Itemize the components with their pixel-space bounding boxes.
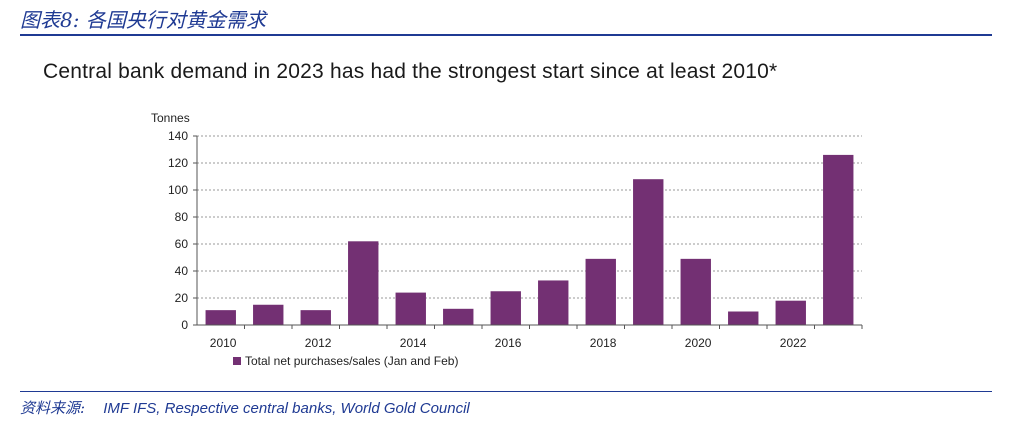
y-tick-label: 60 (175, 237, 189, 251)
bar-2020 (680, 258, 711, 325)
bottom-divider (20, 391, 992, 392)
y-tick-label: 120 (168, 156, 188, 170)
bars (205, 154, 854, 325)
y-tick-label: 80 (175, 210, 189, 224)
bar-2023 (823, 154, 854, 325)
y-tick-label: 140 (168, 129, 188, 143)
x-tick-label: 2020 (685, 336, 712, 350)
bar-2019 (633, 179, 664, 325)
legend: Total net purchases/sales (Jan and Feb) (233, 354, 458, 368)
axes: 0 20 40 60 80 100 120 140 2010 2012 2014 2016 2018 20… (168, 129, 863, 350)
bar-2014 (395, 292, 426, 325)
bar-2010 (205, 310, 236, 325)
source-text: IMF IFS, Respective central banks, World… (103, 400, 470, 417)
top-divider (20, 34, 992, 36)
bar-2015 (443, 308, 474, 325)
source-note: 资料来源: IMF IFS, Respective central banks,… (20, 397, 470, 418)
x-tick-label: 2016 (495, 336, 522, 350)
y-axis-label: Tonnes (151, 111, 190, 125)
bar-2013 (348, 241, 379, 325)
source-label: 资料来源: (20, 399, 86, 417)
bar-2022 (775, 300, 806, 325)
y-tick-label: 20 (175, 291, 189, 305)
x-tick-label: 2012 (305, 336, 332, 350)
x-tick-label: 2010 (210, 336, 237, 350)
legend-label: Total net purchases/sales (Jan and Feb) (245, 354, 458, 368)
y-tick-label: 100 (168, 183, 188, 197)
gridlines (197, 135, 862, 299)
x-tick-label: 2018 (590, 336, 617, 350)
chart-title: Central bank demand in 2023 has had the … (43, 60, 778, 83)
bar-2016 (490, 291, 521, 325)
y-tick-label: 0 (181, 318, 188, 332)
bar-2018 (585, 258, 616, 325)
legend-swatch (233, 357, 241, 365)
y-tick-label: 40 (175, 264, 189, 278)
figure-title: 图表8: 各国央行对黄金需求 (20, 8, 266, 32)
x-tick-label: 2022 (780, 336, 807, 350)
bar-2017 (538, 280, 569, 325)
bar-2011 (253, 304, 284, 325)
bar-2021 (728, 311, 759, 325)
x-tick-label: 2014 (400, 336, 427, 350)
bar-2012 (300, 310, 331, 325)
